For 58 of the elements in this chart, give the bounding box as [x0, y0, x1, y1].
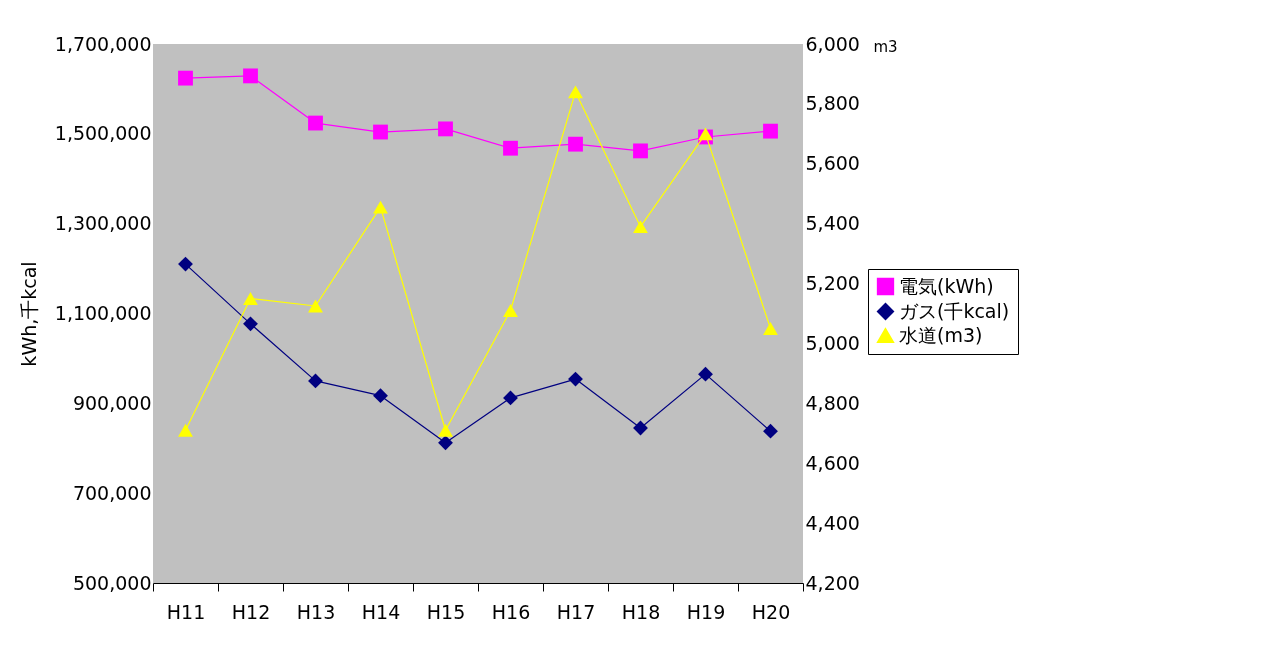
x-tick-label: H11 [166, 600, 206, 623]
point [243, 316, 258, 332]
x-tick-label: H15 [426, 600, 466, 623]
point [763, 322, 778, 335]
point [698, 127, 713, 141]
x-tick-label: H20 [751, 600, 791, 623]
point [243, 292, 258, 305]
x-tick-label: H14 [361, 600, 401, 623]
point [763, 123, 778, 139]
legend-label: 水道(m3) [899, 323, 983, 346]
x-tick-label: H12 [231, 600, 271, 623]
y2-tick-label: 5,000 [805, 331, 860, 354]
point [438, 435, 453, 451]
y-tick-label: 1,100,000 [54, 302, 152, 324]
y-tick-label: 500,000 [72, 571, 152, 594]
x-tick-label: H17 [556, 600, 596, 623]
point [243, 68, 258, 84]
point [178, 70, 193, 86]
y-axis-title: kWh,千kcal [17, 261, 40, 367]
y-tick-label: 900,000 [72, 391, 152, 414]
point [763, 423, 778, 439]
point [698, 366, 713, 382]
x-tick-label: H19 [686, 600, 726, 623]
point [373, 388, 388, 404]
y2-tick-label: 5,400 [805, 212, 860, 235]
y2-tick-label: 4,200 [805, 571, 860, 594]
point [178, 256, 193, 272]
point [633, 220, 648, 234]
legend-label: 電気(kWh) [899, 274, 994, 297]
x-tick-label: H13 [296, 600, 336, 623]
point [503, 140, 518, 156]
y-tick-label: 700,000 [72, 481, 152, 504]
point [178, 423, 193, 437]
point [308, 373, 323, 389]
y-tick-label: 1,700,000 [54, 32, 152, 55]
legend-label: ガス(千kcal) [899, 299, 1010, 322]
y2-tick-label: 4,400 [805, 511, 860, 534]
point [503, 304, 518, 317]
y2-tick-label: 5,600 [805, 152, 860, 175]
y2-tick-label: 4,600 [805, 451, 860, 474]
y2-tick-label: 6,000 [805, 32, 860, 55]
x-tick-label: H18 [621, 600, 661, 623]
point [438, 423, 453, 437]
point [568, 136, 583, 152]
x-tick-label: H16 [491, 600, 531, 623]
point [308, 299, 323, 313]
y2-tick-label: 5,800 [805, 92, 860, 115]
point [568, 85, 583, 99]
y2-tick-label: 4,800 [805, 391, 860, 414]
point [308, 115, 323, 131]
y2-axis-title: m3 [873, 37, 898, 56]
point [373, 124, 388, 140]
point [373, 200, 388, 214]
y2-tick-label: 5,200 [805, 272, 860, 295]
y-tick-label: 1,300,000 [54, 212, 152, 235]
y-tick-label: 1,500,000 [54, 122, 152, 145]
point [633, 143, 648, 159]
point [438, 121, 453, 137]
